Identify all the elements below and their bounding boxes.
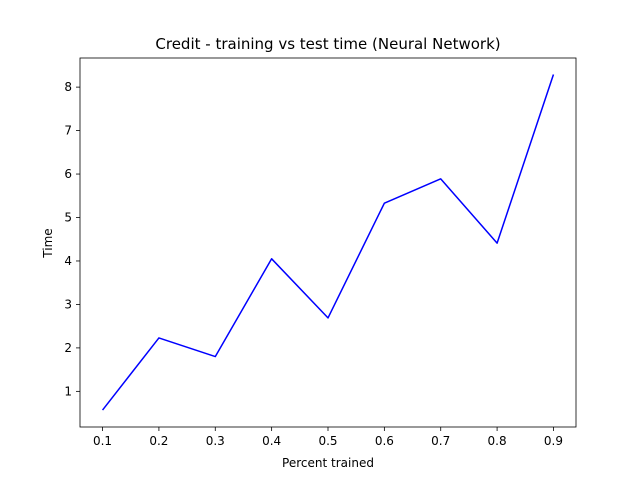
- plot-area: 0.1 0.2 0.3 0.4 0.5 0.6 0.7 0.8 0.9 1 2 3 4 5 6 7 8: [64, 57, 577, 448]
- y-tick-label: 8: [64, 80, 72, 94]
- x-tick-label: 0.9: [544, 434, 563, 448]
- x-tick-label: 0.8: [488, 434, 507, 448]
- x-tick-label: 0.5: [318, 434, 337, 448]
- y-tick-label: 2: [64, 341, 72, 355]
- x-tick-label: 0.4: [262, 434, 281, 448]
- y-tick-label: 4: [64, 254, 72, 268]
- y-tick-label: 6: [64, 167, 72, 181]
- y-axis-label: Time: [41, 228, 55, 258]
- axes-frame: [79, 57, 577, 428]
- x-tick-label: 0.3: [206, 434, 225, 448]
- chart-title: Credit - training vs test time (Neural N…: [155, 35, 500, 53]
- y-tick-label: 1: [64, 384, 72, 398]
- x-tick-label: 0.7: [431, 434, 450, 448]
- x-tick-label: 0.2: [149, 434, 168, 448]
- x-tick-label: 0.1: [93, 434, 112, 448]
- x-tick-label: 0.6: [375, 434, 394, 448]
- y-tick-label: 5: [64, 211, 72, 225]
- y-tick-label: 7: [64, 124, 72, 138]
- x-axis-label: Percent trained: [282, 456, 374, 470]
- series-line: [101, 74, 555, 411]
- y-tick-label: 3: [64, 297, 72, 311]
